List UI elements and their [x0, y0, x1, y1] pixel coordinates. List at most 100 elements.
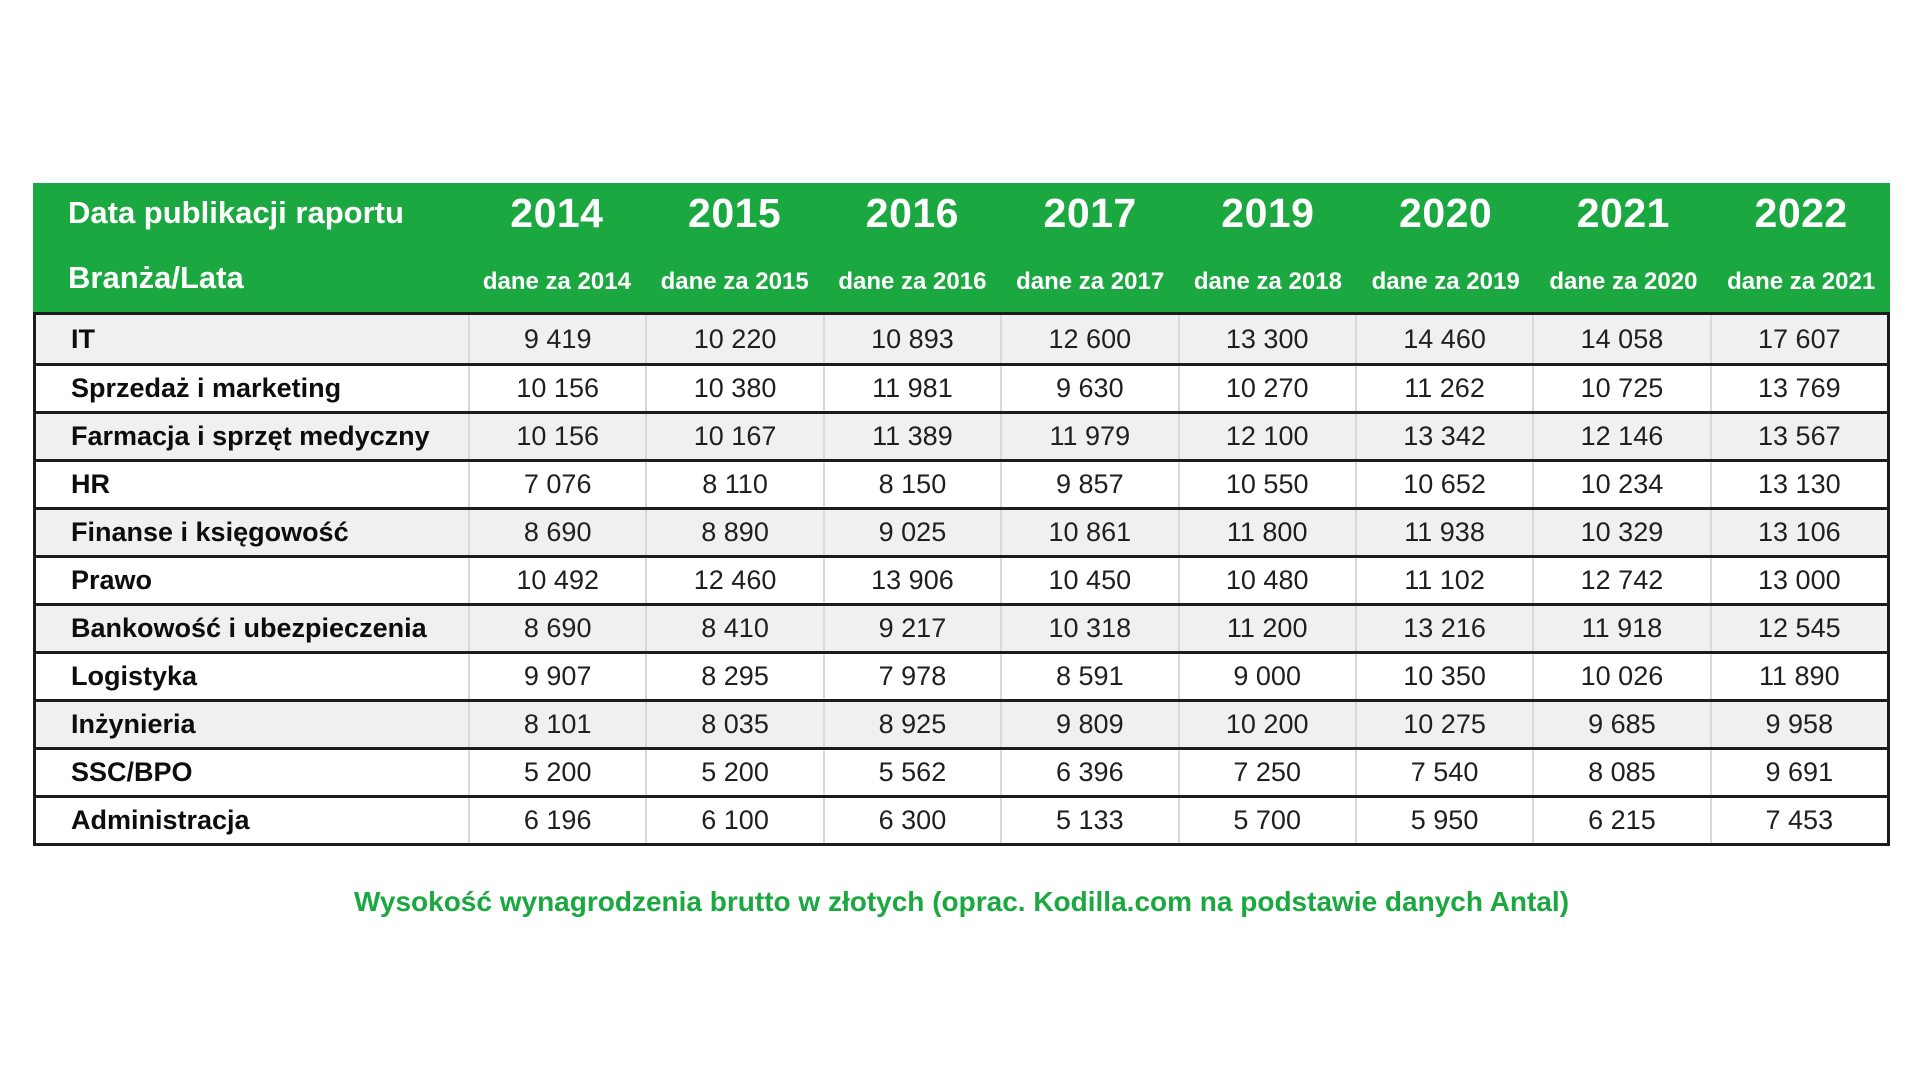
header-title-line2: Branża/Lata: [68, 260, 244, 296]
year-label: 2014: [510, 190, 604, 236]
row-label: Inżynieria: [71, 709, 196, 739]
salary-value: 11 981: [822, 366, 1000, 411]
salary-value: 13 342: [1354, 414, 1532, 459]
salary-value: 11 800: [1177, 510, 1355, 555]
salary-value: 6 396: [1000, 750, 1177, 795]
salary-value: 9 630: [1000, 366, 1177, 411]
salary-value: 9 000: [1177, 654, 1355, 699]
salary-value: 8 035: [645, 702, 822, 747]
year-column-header: 2015 dane za 2015: [646, 183, 824, 312]
salary-value: 9 419: [468, 315, 645, 363]
table-row: Bankowość i ubezpieczenia 8 690 8 410 9 217…: [36, 603, 1887, 651]
salary-value: 12 146: [1532, 414, 1709, 459]
row-label: Bankowość i ubezpieczenia: [71, 613, 427, 643]
salary-value: 13 769: [1709, 366, 1887, 411]
salary-value: 11 262: [1354, 366, 1532, 411]
salary-value: 10 350: [1354, 654, 1532, 699]
year-label: 2015: [688, 190, 782, 236]
salary-value: 10 329: [1532, 510, 1709, 555]
row-label: Logistyka: [71, 661, 198, 691]
year-column-header: 2017 dane za 2017: [1001, 183, 1179, 312]
salary-value: 7 540: [1354, 750, 1532, 795]
salary-value: 14 058: [1532, 315, 1709, 363]
salary-value: 7 978: [822, 654, 1000, 699]
year-subtitle: dane za 2021: [1727, 268, 1876, 295]
table-caption: Wysokość wynagrodzenia brutto w złotych …: [353, 886, 1570, 917]
salary-value: 8 410: [645, 606, 822, 651]
table-row: SSC/BPO 5 200 5 200 5 562 6 396 7 250 7 540 8 0…: [36, 747, 1887, 795]
year-label: 2016: [865, 190, 959, 236]
salary-value: 7 250: [1177, 750, 1355, 795]
salary-value: 8 591: [1000, 654, 1177, 699]
salary-table: Data publikacji raportu Branża/Lata 2014…: [33, 183, 1890, 846]
salary-value: 10 861: [1000, 510, 1177, 555]
salary-value: 10 220: [645, 315, 822, 363]
salary-value: 11 918: [1532, 606, 1709, 651]
year-label: 2020: [1399, 190, 1493, 236]
salary-value: 12 100: [1177, 414, 1355, 459]
year-label: 2019: [1221, 190, 1315, 236]
salary-value: 10 275: [1354, 702, 1532, 747]
salary-value: 11 200: [1177, 606, 1355, 651]
salary-value: 13 106: [1709, 510, 1887, 555]
salary-value: 5 950: [1354, 798, 1532, 843]
salary-value: 5 133: [1000, 798, 1177, 843]
salary-value: 8 150: [822, 462, 1000, 507]
row-label: Farmacja i sprzęt medyczny: [71, 421, 430, 451]
table-body: IT 9 419 10 220 10 893 12 600 13 300 14 460 14 …: [33, 312, 1890, 846]
salary-value: 10 156: [468, 366, 645, 411]
salary-value: 10 234: [1532, 462, 1709, 507]
salary-value: 12 460: [645, 558, 822, 603]
salary-value: 10 380: [645, 366, 822, 411]
row-label: Sprzedaż i marketing: [71, 373, 342, 403]
salary-value: 10 492: [468, 558, 645, 603]
salary-value: 11 979: [1000, 414, 1177, 459]
salary-value: 5 700: [1177, 798, 1355, 843]
table-row: IT 9 419 10 220 10 893 12 600 13 300 14 460 14 …: [36, 315, 1887, 363]
salary-value: 8 690: [468, 510, 645, 555]
year-column-header: 2014 dane za 2014: [468, 183, 646, 312]
salary-value: 5 200: [645, 750, 822, 795]
year-subtitle: dane za 2018: [1193, 268, 1342, 295]
salary-value: 10 893: [822, 315, 1000, 363]
salary-value: 8 085: [1532, 750, 1709, 795]
row-label: Administracja: [71, 805, 250, 835]
row-label: SSC/BPO: [71, 757, 193, 787]
salary-value: 13 216: [1354, 606, 1532, 651]
salary-value: 5 562: [822, 750, 1000, 795]
salary-value: 8 295: [645, 654, 822, 699]
year-subtitle: dane za 2016: [838, 268, 987, 295]
salary-value: 9 217: [822, 606, 1000, 651]
year-subtitle: dane za 2019: [1371, 268, 1520, 295]
year-column-header: 2021 dane za 2020: [1535, 183, 1713, 312]
salary-value: 11 890: [1709, 654, 1887, 699]
salary-value: 10 026: [1532, 654, 1709, 699]
table-row: Logistyka 9 907 8 295 7 978 8 591 9 000 10 350…: [36, 651, 1887, 699]
row-label: Finanse i księgowość: [71, 517, 349, 547]
header-title-line1: Data publikacji raportu: [68, 195, 404, 230]
salary-value: 9 857: [1000, 462, 1177, 507]
salary-value: 9 809: [1000, 702, 1177, 747]
salary-value: 10 652: [1354, 462, 1532, 507]
table-row: Sprzedaż i marketing 10 156 10 380 11 981 9 …: [36, 363, 1887, 411]
salary-value: 10 550: [1177, 462, 1355, 507]
salary-value: 11 102: [1354, 558, 1532, 603]
salary-value: 6 215: [1532, 798, 1709, 843]
salary-value: 10 200: [1177, 702, 1355, 747]
salary-value: 7 076: [468, 462, 645, 507]
table-row: Finanse i księgowość 8 690 8 890 9 025 10 86…: [36, 507, 1887, 555]
salary-value: 9 685: [1532, 702, 1709, 747]
year-subtitle: dane za 2015: [660, 268, 809, 295]
salary-value: 8 101: [468, 702, 645, 747]
salary-value: 12 600: [1000, 315, 1177, 363]
salary-value: 5 200: [468, 750, 645, 795]
salary-value: 11 389: [822, 414, 1000, 459]
salary-value: 14 460: [1354, 315, 1532, 363]
salary-value: 9 907: [468, 654, 645, 699]
salary-value: 6 100: [645, 798, 822, 843]
table-row: Prawo 10 492 12 460 13 906 10 450 10 480 11 10…: [36, 555, 1887, 603]
row-label: HR: [71, 469, 110, 499]
year-column-header: 2016 dane za 2016: [824, 183, 1002, 312]
salary-value: 10 725: [1532, 366, 1709, 411]
year-label: 2022: [1754, 190, 1848, 236]
